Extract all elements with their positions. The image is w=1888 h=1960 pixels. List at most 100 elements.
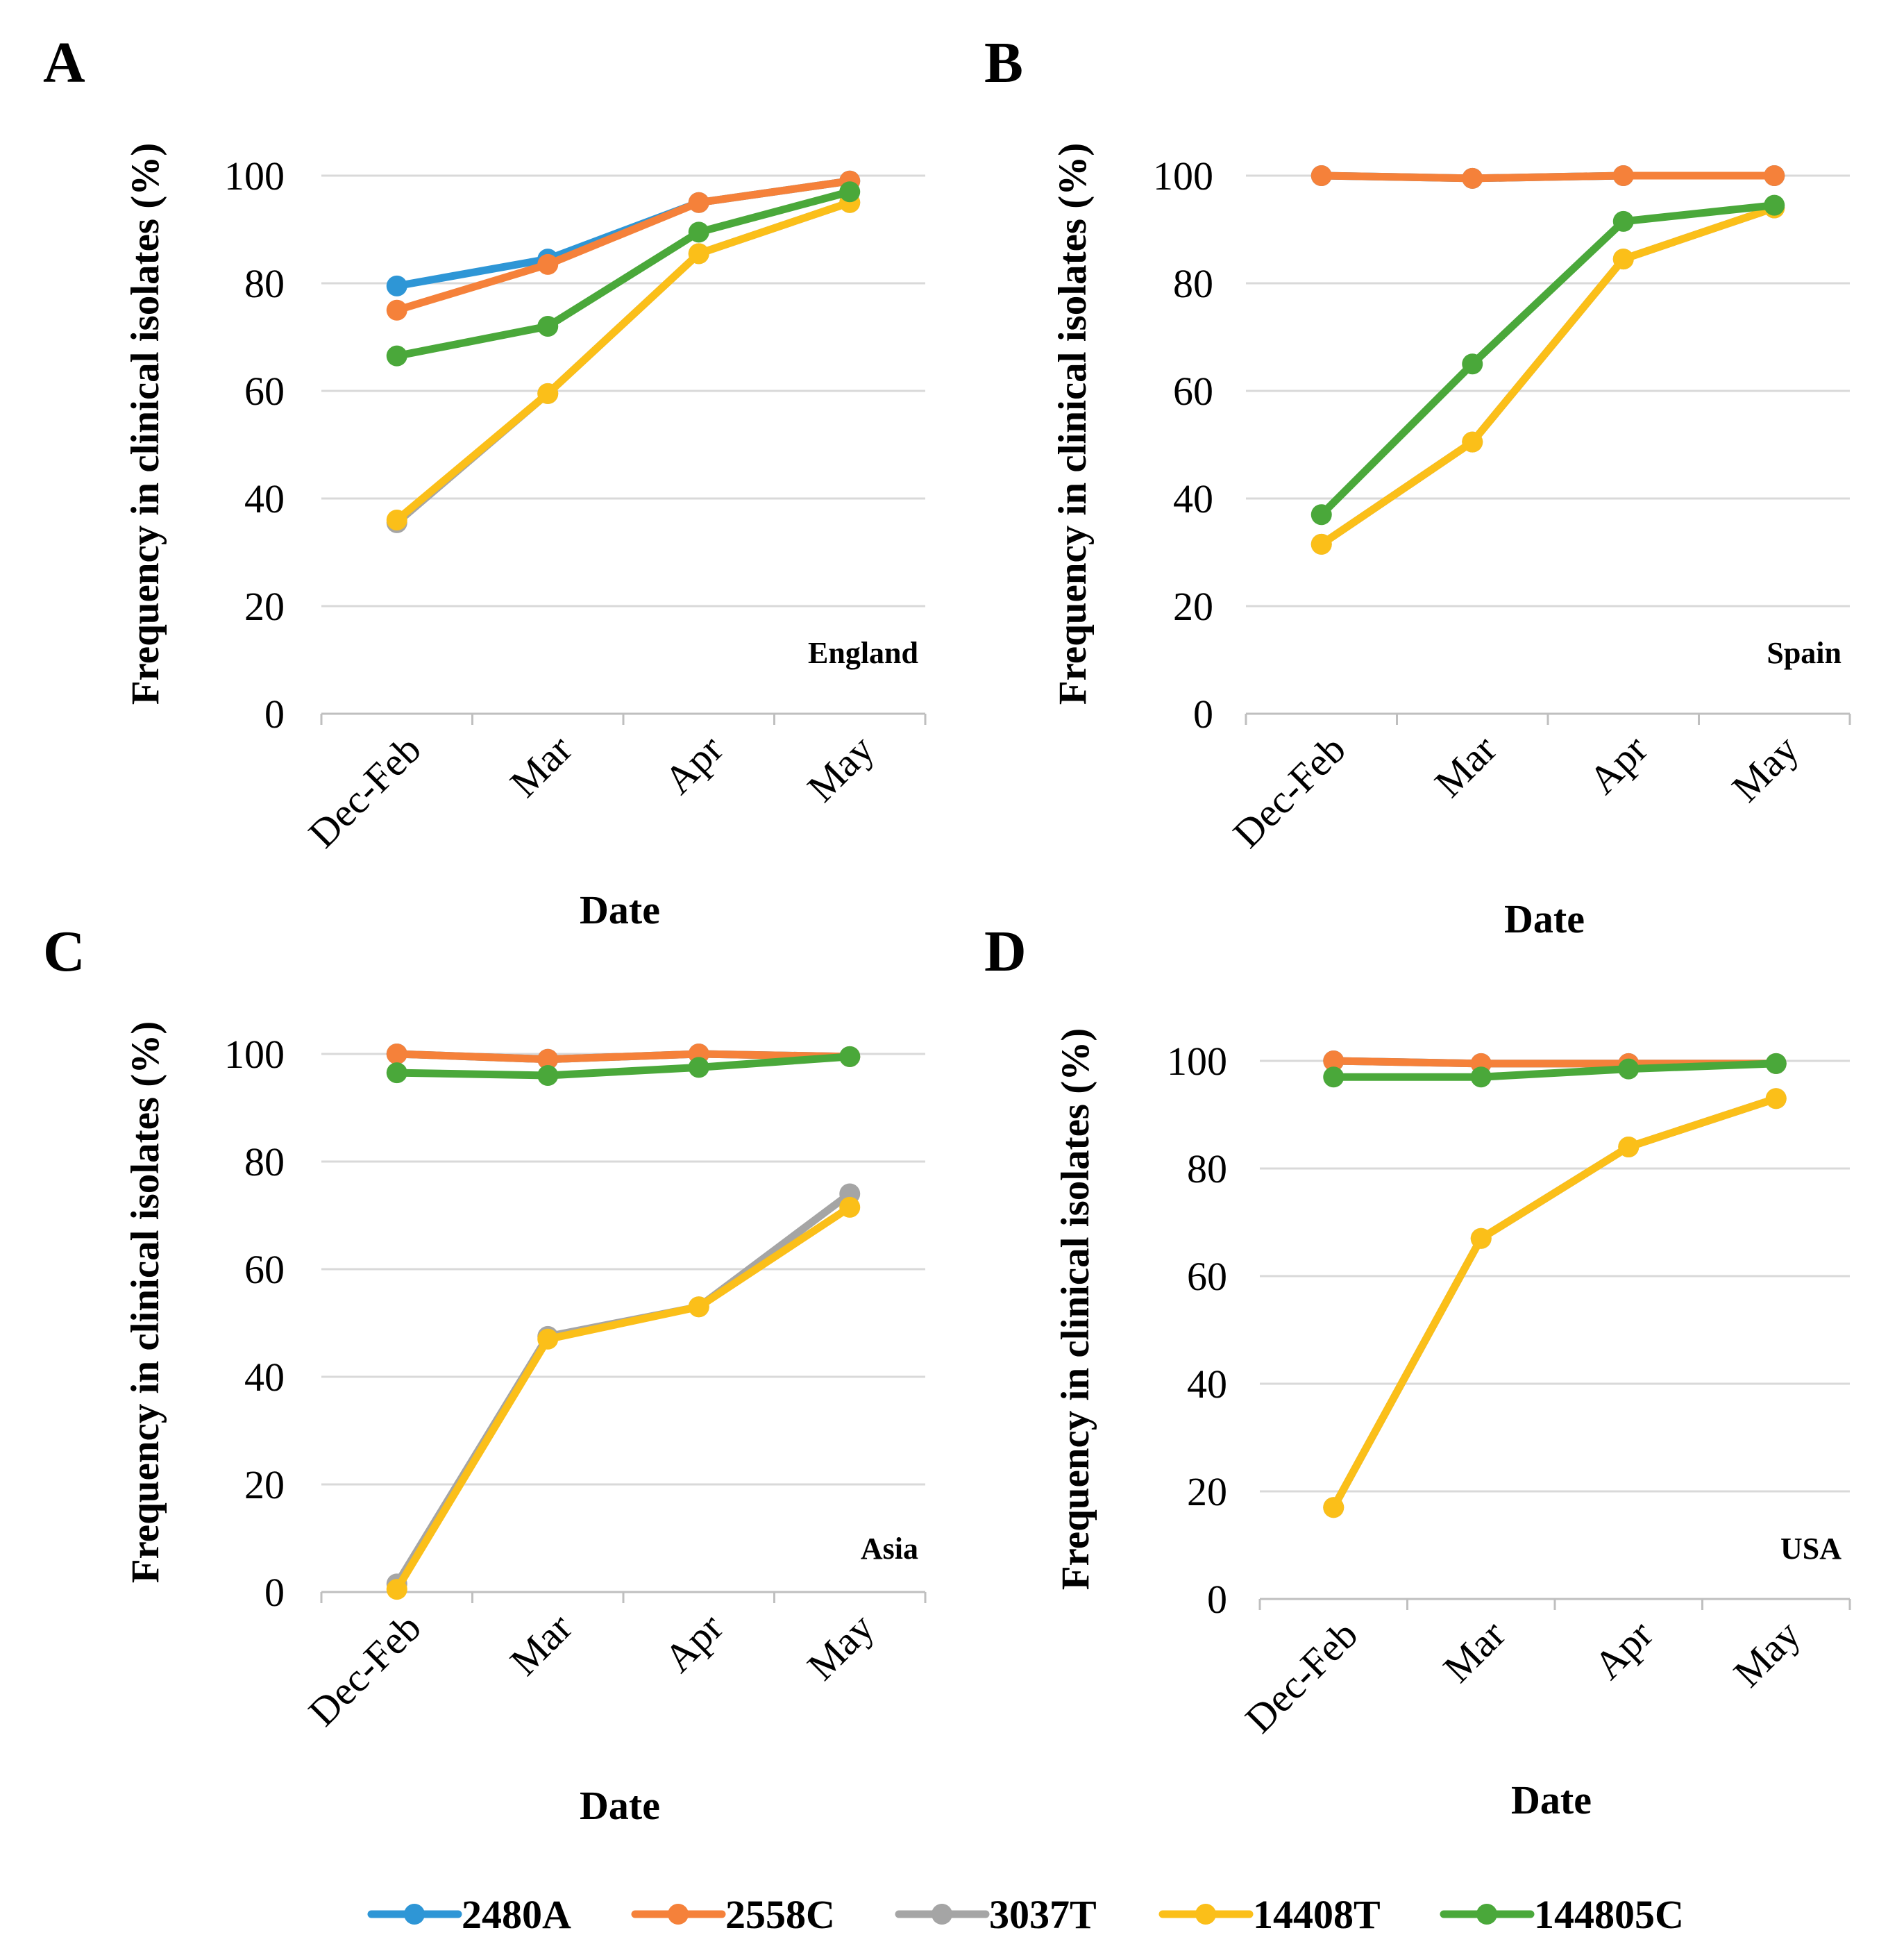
legend-marker xyxy=(1195,1904,1216,1925)
region-label: England xyxy=(808,636,918,670)
data-point xyxy=(688,243,709,265)
y-tick-label: 0 xyxy=(264,692,285,737)
y-axis-label: Frequency in clinical isolates (%) xyxy=(1051,143,1095,705)
y-tick-label: 60 xyxy=(1173,369,1213,414)
data-point xyxy=(1612,165,1634,186)
data-point xyxy=(386,275,407,296)
series-line xyxy=(393,1203,854,1593)
series-line xyxy=(1317,171,1778,183)
y-tick-label: 40 xyxy=(1173,476,1213,521)
y-tick-label: 60 xyxy=(1187,1254,1227,1299)
legend-label: 3037T xyxy=(989,1892,1097,1937)
y-tick-label: 20 xyxy=(1173,584,1213,629)
data-point xyxy=(1470,1228,1492,1249)
data-point xyxy=(839,1046,861,1067)
data-point xyxy=(537,316,559,337)
series-line xyxy=(393,199,854,524)
region-label: Spain xyxy=(1767,636,1841,670)
y-tick-label: 100 xyxy=(224,1032,285,1077)
y-tick-label: 40 xyxy=(244,476,285,521)
series-line xyxy=(393,177,854,315)
panel-letter: D xyxy=(984,919,1027,984)
data-point xyxy=(1618,1058,1640,1080)
series-line xyxy=(1329,1094,1780,1511)
data-point xyxy=(1462,431,1483,453)
data-point xyxy=(688,1296,709,1318)
x-axis-label: Date xyxy=(580,1783,660,1828)
y-tick-label: 80 xyxy=(244,261,285,306)
y-tick-label: 100 xyxy=(1167,1039,1227,1084)
y-tick-label: 20 xyxy=(1187,1469,1227,1514)
series-14408t xyxy=(386,1196,861,1600)
data-point xyxy=(1462,353,1483,375)
series-2558c xyxy=(1310,165,1785,189)
region-label: USA xyxy=(1780,1532,1841,1566)
legend-marker xyxy=(932,1904,952,1925)
data-point xyxy=(688,1057,709,1078)
data-point xyxy=(839,181,861,203)
y-tick-label: 80 xyxy=(1187,1146,1227,1191)
y-tick-label: 60 xyxy=(244,1247,285,1292)
legend-marker xyxy=(1476,1904,1497,1925)
y-axis-label: Frequency in clinical isolates (%) xyxy=(124,1021,167,1584)
y-tick-label: 0 xyxy=(1193,692,1213,737)
y-axis-label: Frequency in clinical isolates (%) xyxy=(1054,1028,1097,1591)
x-axis-label: Date xyxy=(1504,896,1585,941)
x-axis-label: Date xyxy=(1511,1777,1592,1823)
y-tick-label: 0 xyxy=(1207,1577,1227,1622)
data-point xyxy=(386,510,407,530)
data-point xyxy=(386,345,407,367)
legend-item-2480a: 2480A xyxy=(367,1892,571,1937)
legend-label: 144805C xyxy=(1534,1892,1684,1937)
panel-letter: C xyxy=(43,919,85,984)
y-axis-label: Frequency in clinical isolates (%) xyxy=(124,143,167,705)
data-point xyxy=(1310,165,1332,186)
data-point xyxy=(688,221,709,243)
series-line xyxy=(393,1050,854,1064)
data-point xyxy=(537,1328,559,1350)
data-point xyxy=(1612,249,1634,270)
x-axis-label: Date xyxy=(580,887,660,932)
panel-letter: B xyxy=(984,31,1023,95)
data-point xyxy=(1470,1066,1492,1088)
data-point xyxy=(1765,1053,1787,1074)
series-line xyxy=(393,1053,854,1080)
series-144805c xyxy=(1323,1053,1787,1088)
y-tick-label: 80 xyxy=(244,1139,285,1184)
data-point xyxy=(537,1048,559,1070)
series-144805c xyxy=(1310,194,1785,526)
legend-item-14408t: 14408T xyxy=(1158,1892,1381,1937)
y-tick-label: 20 xyxy=(244,584,285,629)
region-label: Asia xyxy=(861,1532,918,1566)
data-point xyxy=(1310,504,1332,526)
data-point xyxy=(1612,210,1634,232)
series-14408t xyxy=(386,192,861,530)
data-point xyxy=(537,383,559,404)
series-144805c xyxy=(386,1046,861,1086)
legend-marker xyxy=(404,1904,425,1925)
panel-letter: A xyxy=(43,31,85,95)
data-point xyxy=(1323,1497,1345,1518)
data-point xyxy=(1618,1137,1640,1157)
data-point xyxy=(386,299,407,321)
legend-item-2558c: 2558C xyxy=(631,1892,835,1937)
legend-item-3037t: 3037T xyxy=(895,1892,1097,1937)
data-point xyxy=(537,1065,559,1086)
legend-label: 2558C xyxy=(725,1892,835,1937)
series-144805c xyxy=(386,181,861,367)
y-tick-label: 60 xyxy=(244,369,285,414)
data-point xyxy=(1764,165,1785,186)
data-point xyxy=(1765,1088,1787,1109)
data-point xyxy=(1323,1066,1345,1088)
legend: 2480A 2558C 3037T 14408T 144805C xyxy=(367,1892,1684,1937)
data-point xyxy=(1462,167,1483,189)
data-point xyxy=(839,1196,861,1218)
y-tick-label: 40 xyxy=(244,1355,285,1400)
series-line xyxy=(393,187,854,360)
series-line xyxy=(1317,201,1778,519)
data-point xyxy=(386,1062,407,1084)
legend-item-144805c: 144805C xyxy=(1440,1892,1684,1937)
